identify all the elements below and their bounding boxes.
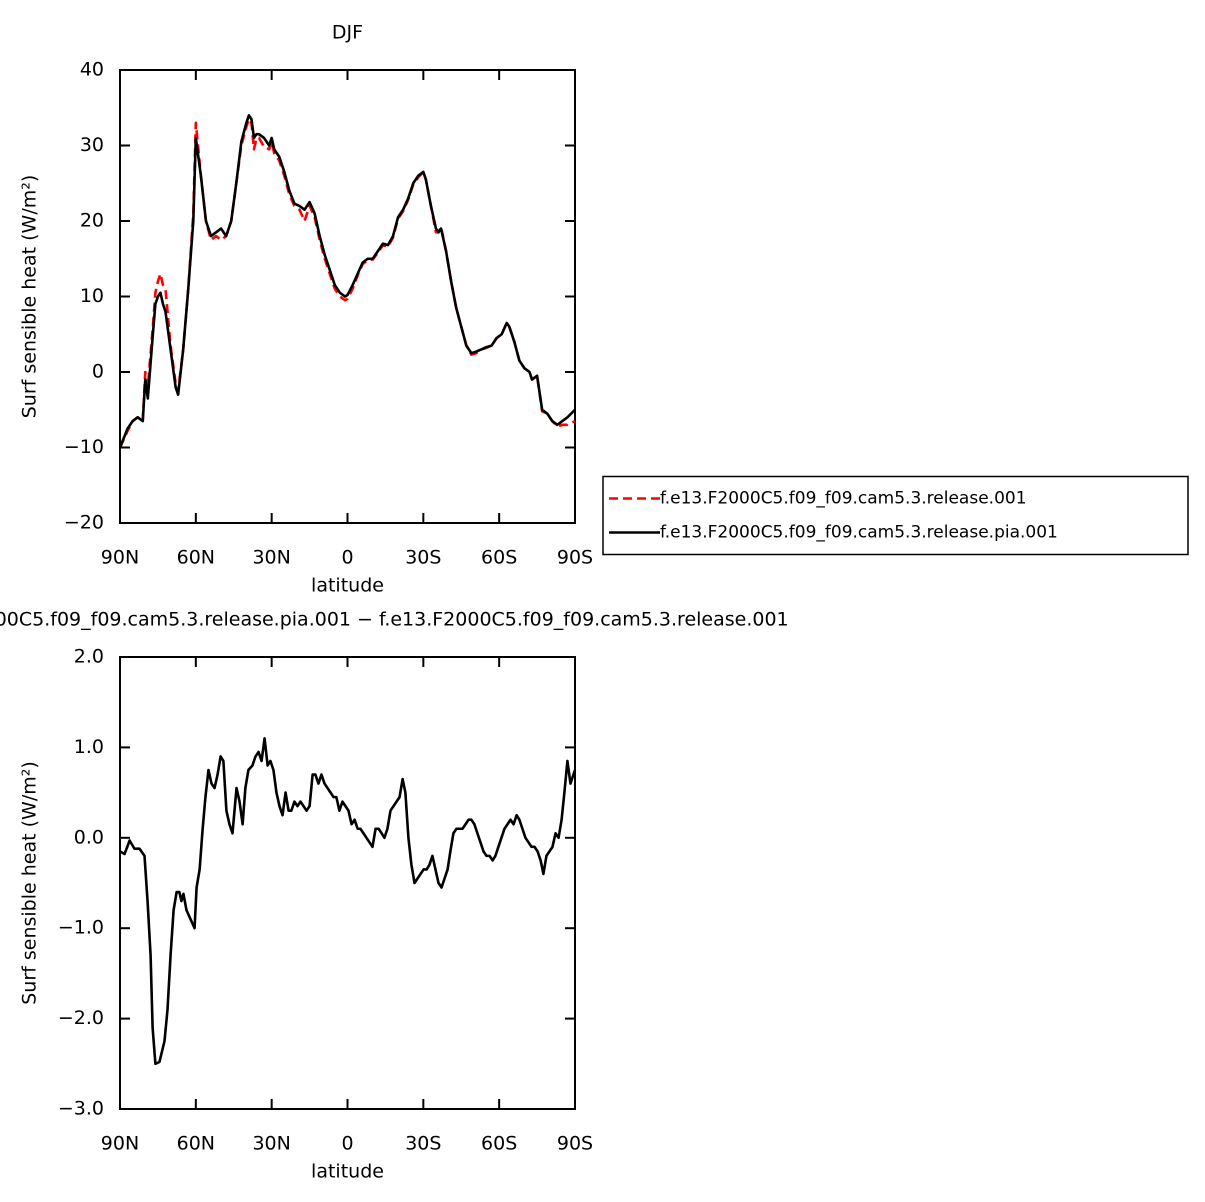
x-tick-label: 90S <box>557 1133 593 1155</box>
x-tick-label: 0 <box>341 547 353 569</box>
y-tick-label: 40 <box>80 59 104 81</box>
x-axis-label: latitude <box>311 1161 384 1183</box>
legend-box <box>602 475 1189 556</box>
chart-title: DJF <box>332 22 363 44</box>
y-tick-label: −20 <box>64 512 104 534</box>
x-tick-label: 60S <box>481 1133 517 1155</box>
x-axis-label: latitude <box>311 575 384 597</box>
y-tick-label: 20 <box>80 210 104 232</box>
y-tick-label: 0.0 <box>74 826 104 848</box>
y-tick-label: 2.0 <box>74 646 104 668</box>
x-tick-label: 30N <box>252 1133 290 1155</box>
y-tick-label: 1.0 <box>74 736 104 758</box>
y-tick-label: −3.0 <box>58 1098 104 1120</box>
y-tick-label: 10 <box>80 285 104 307</box>
x-tick-label: 60N <box>177 547 215 569</box>
y-tick-label: −1.0 <box>58 917 104 939</box>
y-tick-label: 0 <box>92 361 104 383</box>
y-axis-label: Surf sensible heat (W/m²) <box>19 761 41 1005</box>
y-tick-label: −2.0 <box>58 1007 104 1029</box>
x-tick-label: 30S <box>405 547 441 569</box>
plot-frame <box>119 656 576 1110</box>
y-axis-label: Surf sensible heat (W/m²) <box>19 175 41 419</box>
x-tick-label: 90S <box>557 547 593 569</box>
x-tick-label: 0 <box>341 1133 353 1155</box>
legend-label: f.e13.F2000C5.f09_f09.cam5.3.release.001 <box>660 489 1027 509</box>
y-tick-label: 30 <box>80 134 104 156</box>
legend: f.e13.F2000C5.f09_f09.cam5.3.release.001… <box>602 475 1189 556</box>
data-line <box>118 114 576 448</box>
legend-label: f.e13.F2000C5.f09_f09.cam5.3.release.pia… <box>660 523 1058 543</box>
chart-title: f.e13.F2000C5.f09_f09.cam5.3.release.pia… <box>0 609 789 631</box>
x-tick-label: 90N <box>101 547 139 569</box>
data-line <box>119 737 577 1066</box>
x-tick-label: 90N <box>101 1133 139 1155</box>
x-tick-label: 30N <box>252 547 290 569</box>
y-tick-label: −10 <box>64 436 104 458</box>
x-tick-label: 60S <box>481 547 517 569</box>
x-tick-label: 60N <box>177 1133 215 1155</box>
x-tick-label: 30S <box>405 1133 441 1155</box>
